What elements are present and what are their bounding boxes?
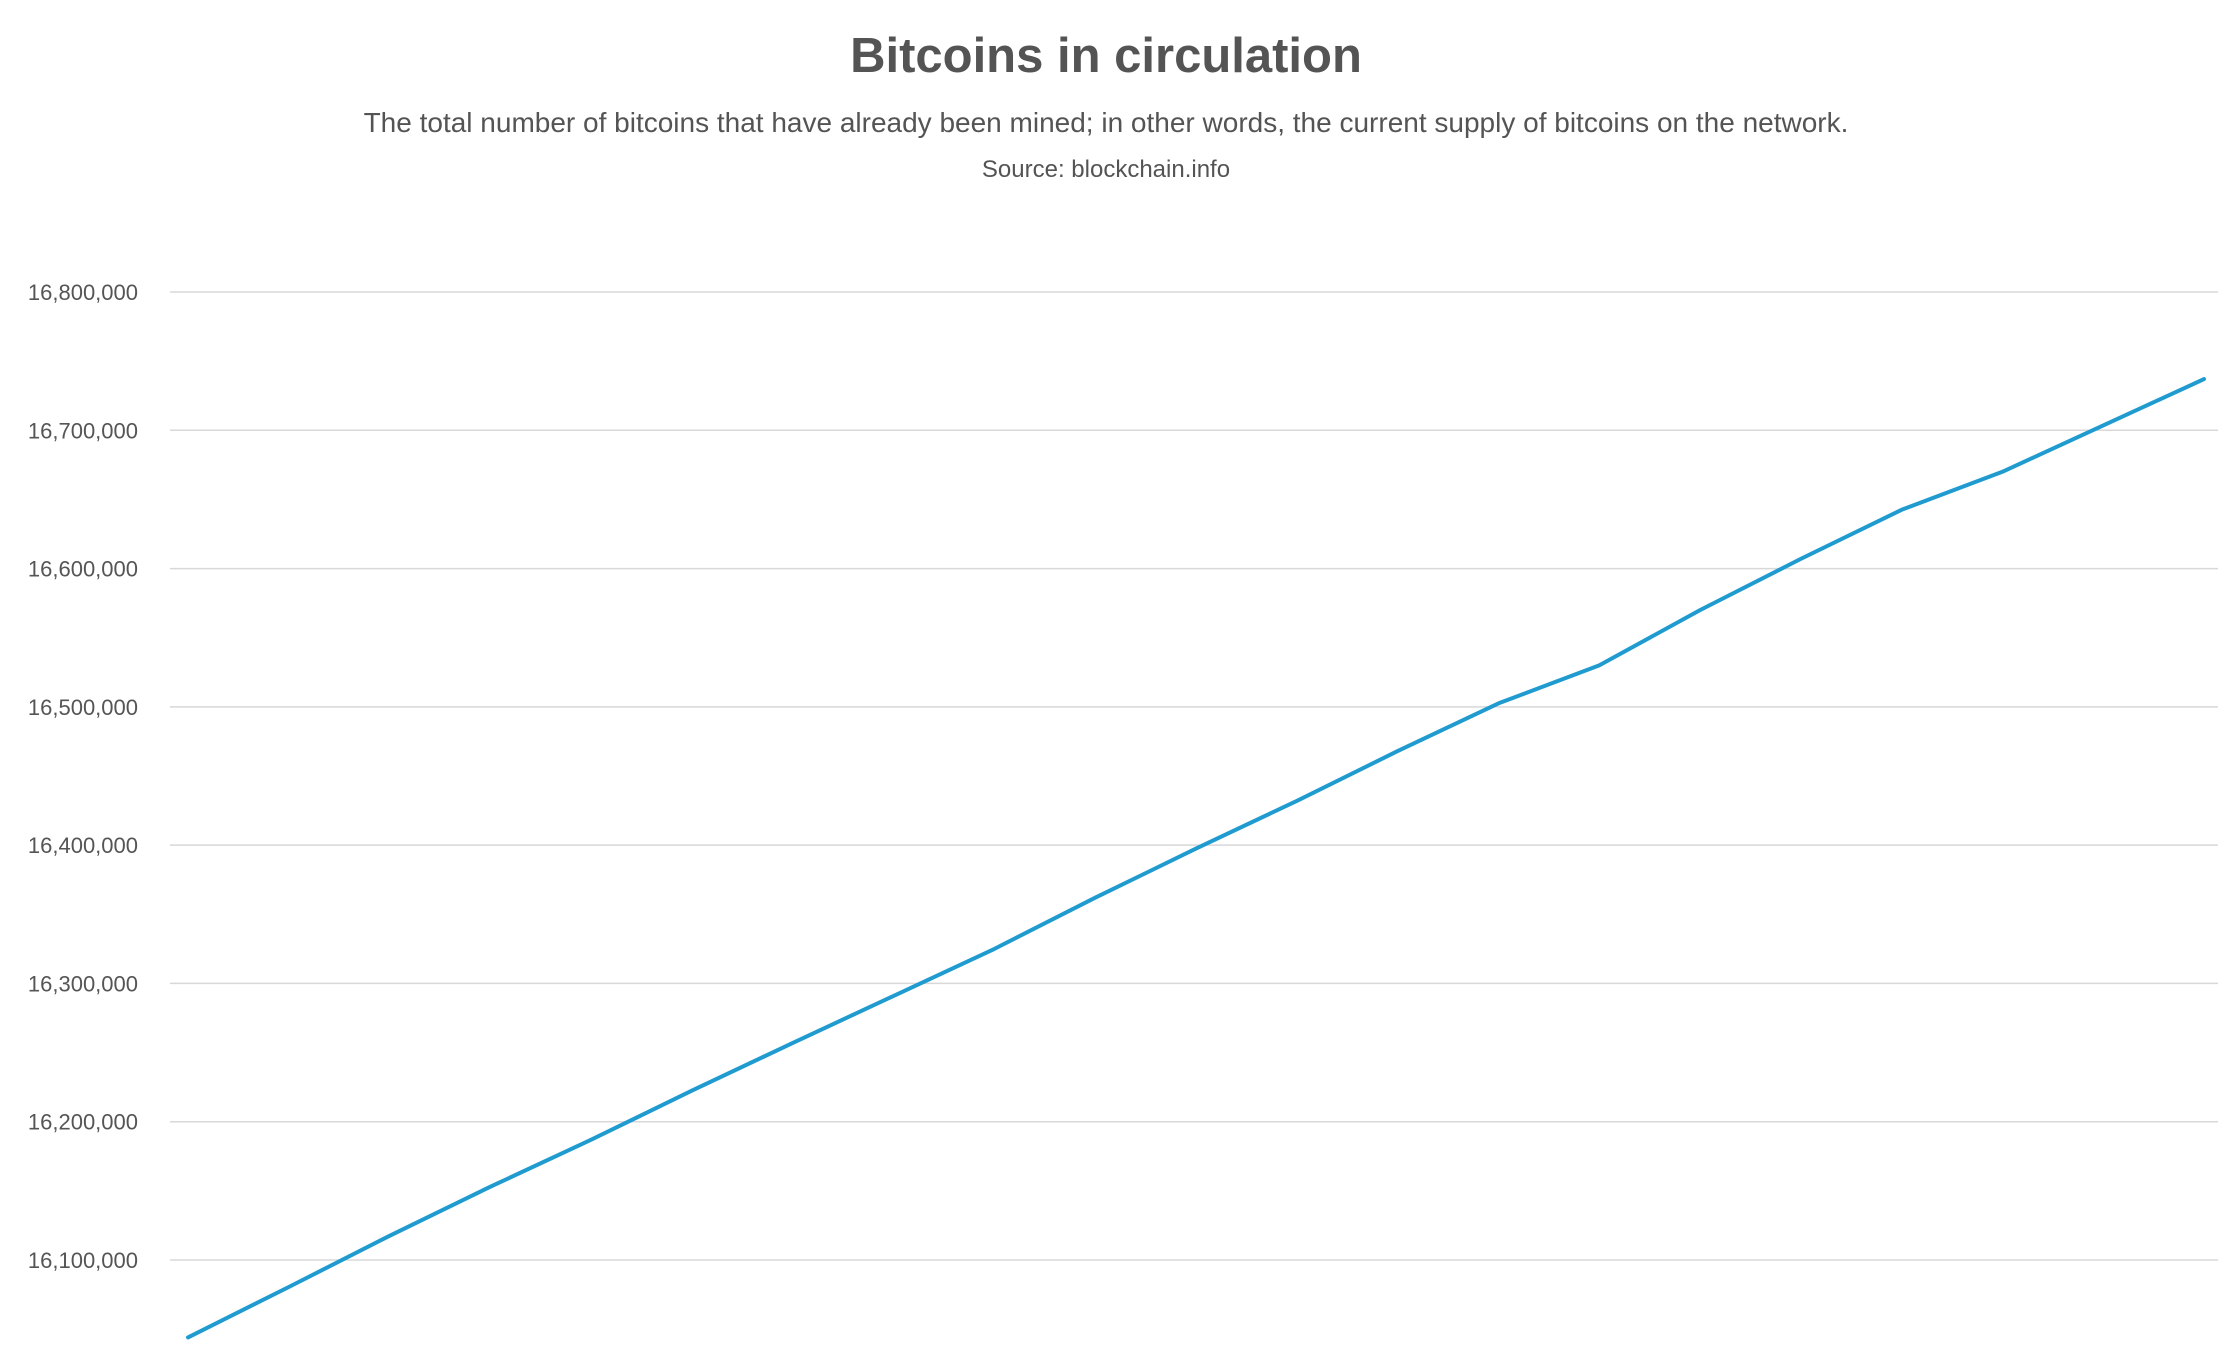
gridlines: [170, 291, 2218, 1261]
y-axis-tick-labels: 16,100,000 16,200,000 16,300,000 16,400,000…: [28, 280, 138, 1273]
y-tick-label: 16,100,000: [28, 1248, 138, 1273]
series-line: [186, 377, 2206, 1340]
y-tick-label: 16,200,000: [28, 1110, 138, 1135]
y-tick-label: 16,500,000: [28, 695, 138, 720]
y-tick-label: 16,300,000: [28, 971, 138, 996]
chart-title: Bitcoins in circulation: [850, 29, 1362, 83]
y-tick-label: 16,400,000: [28, 833, 138, 858]
chart-source: Source: blockchain.info: [982, 156, 1230, 183]
plot-area: [186, 377, 2206, 1340]
y-tick-label: 16,800,000: [28, 280, 138, 305]
chart-subtitle: The total number of bitcoins that have a…: [364, 107, 1849, 138]
y-tick-label: 16,600,000: [28, 557, 138, 582]
y-tick-label: 16,700,000: [28, 418, 138, 443]
